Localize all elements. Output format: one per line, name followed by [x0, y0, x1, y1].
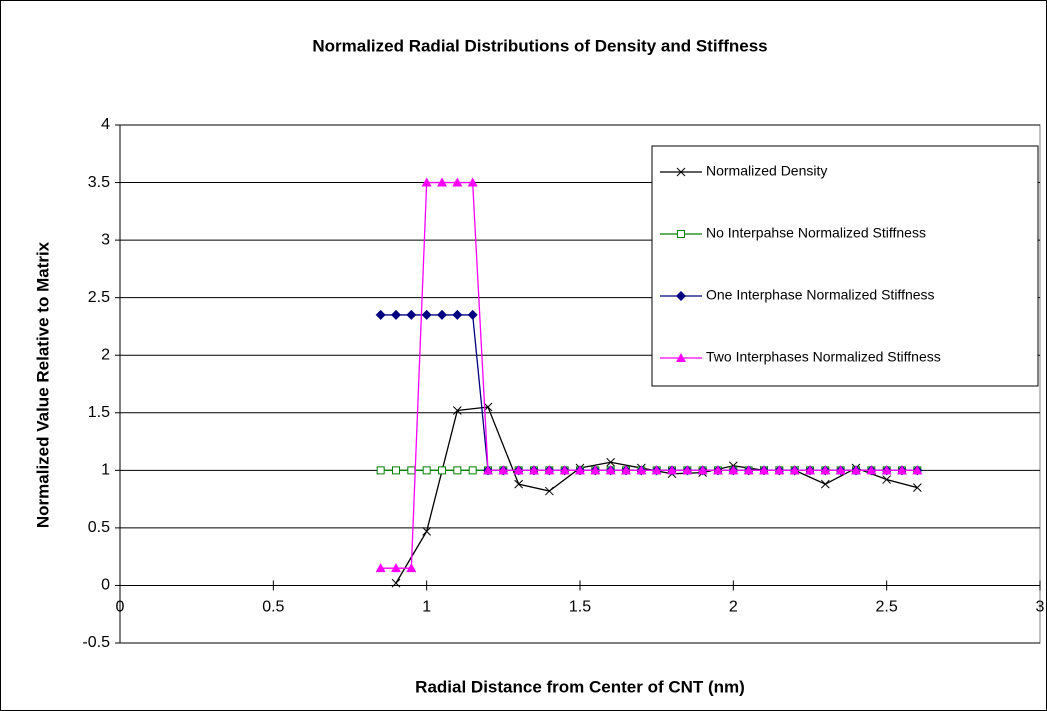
- marker: [759, 465, 769, 475]
- marker: [452, 406, 462, 415]
- marker: [728, 465, 739, 475]
- y-axis-title: Normalized Value Relative to Matrix: [33, 241, 52, 528]
- marker: [713, 465, 723, 475]
- marker: [438, 466, 446, 475]
- marker: [897, 465, 907, 475]
- legend-label: No Interpahse Normalized Stiffness: [706, 225, 926, 241]
- marker: [392, 466, 400, 475]
- chart-title: Normalized Radial Distributions of Densi…: [312, 36, 767, 55]
- marker: [789, 465, 800, 475]
- marker: [437, 309, 447, 320]
- marker: [606, 457, 616, 467]
- marker: [697, 465, 708, 475]
- x-tick-label: 1.5: [569, 599, 591, 616]
- marker: [882, 475, 892, 484]
- marker: [467, 177, 478, 187]
- x-tick-label: 2.5: [876, 599, 898, 616]
- marker: [676, 291, 686, 301]
- marker: [544, 486, 554, 496]
- marker: [437, 177, 447, 187]
- marker: [514, 479, 524, 489]
- marker: [559, 465, 570, 475]
- marker: [407, 466, 416, 475]
- marker: [391, 563, 401, 573]
- marker: [513, 465, 524, 475]
- marker: [590, 465, 601, 475]
- marker: [452, 177, 463, 187]
- x-tick-label: 2: [729, 599, 738, 616]
- marker: [498, 465, 509, 475]
- marker: [866, 465, 877, 475]
- marker: [575, 465, 585, 475]
- marker: [651, 465, 662, 475]
- marker: [805, 465, 815, 475]
- x-tick-label: 3: [1036, 599, 1045, 616]
- marker: [467, 309, 478, 320]
- marker: [912, 483, 922, 492]
- marker: [375, 563, 386, 573]
- y-tick-label: 1.5: [88, 404, 110, 421]
- marker: [835, 465, 846, 475]
- marker: [682, 465, 693, 475]
- legend-box: [651, 145, 1039, 387]
- legend-label: Two Interphases Normalized Stiffness: [706, 349, 941, 365]
- marker: [391, 309, 401, 320]
- x-tick-label: 0: [116, 599, 125, 616]
- marker: [406, 563, 417, 573]
- marker: [851, 465, 861, 475]
- marker: [544, 465, 555, 475]
- marker: [529, 465, 539, 475]
- marker: [820, 465, 831, 475]
- x-axis-title: Radial Distance from Center of CNT (nm): [415, 677, 745, 696]
- marker: [605, 465, 616, 475]
- y-tick-label: 3: [101, 231, 110, 248]
- x-tick-label: 0.5: [262, 599, 284, 616]
- y-tick-label: 2: [101, 346, 110, 363]
- marker: [421, 309, 432, 320]
- marker: [676, 167, 686, 177]
- y-tick-label: 1: [101, 462, 110, 479]
- y-tick-label: 4: [101, 116, 110, 133]
- marker: [743, 465, 754, 475]
- y-tick-label: 0: [101, 577, 110, 594]
- marker: [820, 479, 830, 489]
- marker: [483, 465, 493, 475]
- marker: [676, 353, 686, 362]
- y-tick-label: 3.5: [88, 174, 110, 191]
- y-tick-label: 2.5: [88, 289, 110, 306]
- marker: [636, 465, 647, 475]
- marker: [912, 465, 923, 475]
- marker: [375, 309, 386, 320]
- marker: [422, 466, 431, 475]
- legend-label: Normalized Density: [706, 163, 827, 179]
- marker: [391, 578, 401, 588]
- marker: [881, 465, 892, 475]
- legend-label: One Interphase Normalized Stiffness: [706, 287, 935, 303]
- y-tick-label: -0.5: [82, 634, 110, 651]
- marker: [376, 466, 385, 475]
- x-tick-label: 1: [422, 599, 431, 616]
- marker: [667, 465, 677, 475]
- marker: [468, 466, 477, 475]
- marker: [677, 230, 685, 238]
- y-tick-label: 0.5: [88, 519, 110, 536]
- marker: [406, 309, 417, 320]
- marker: [452, 309, 463, 320]
- marker: [453, 466, 462, 475]
- marker: [421, 177, 432, 187]
- marker: [422, 526, 432, 536]
- marker: [621, 465, 631, 475]
- marker: [774, 465, 785, 475]
